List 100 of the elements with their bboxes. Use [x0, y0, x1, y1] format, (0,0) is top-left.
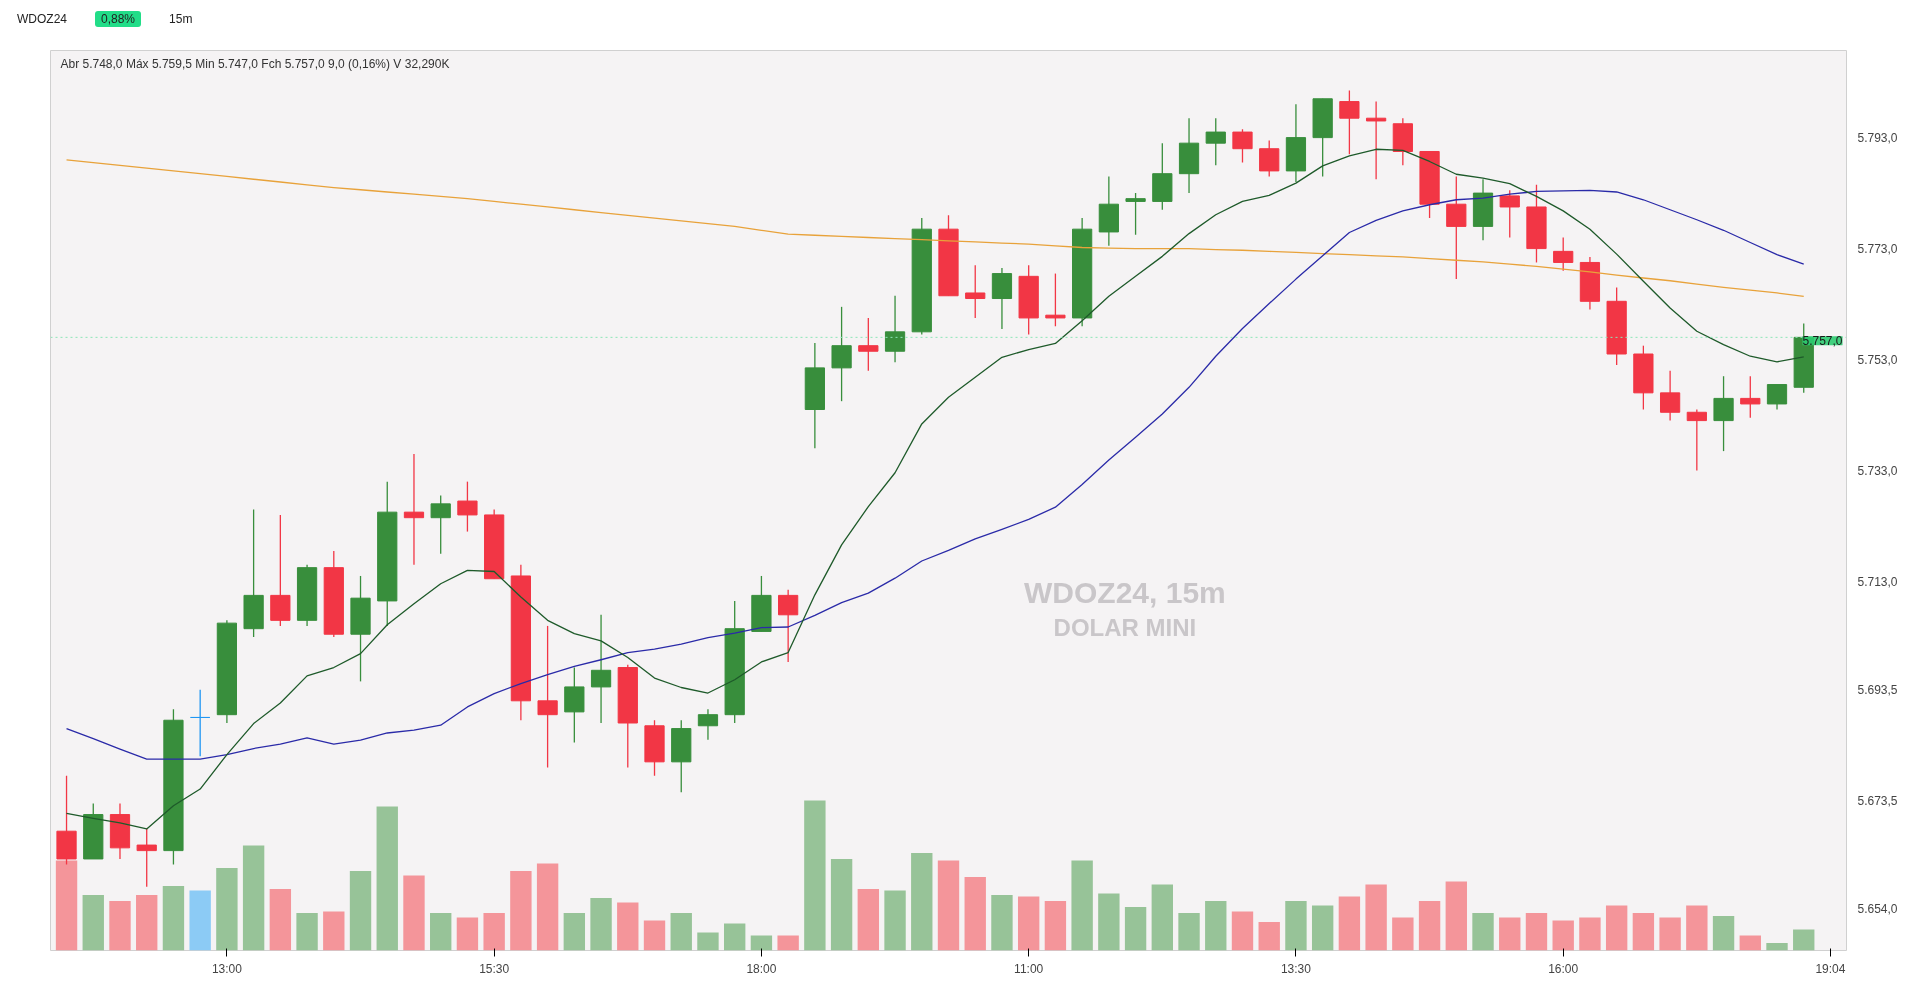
- bar: [376, 806, 398, 951]
- bar: [189, 890, 211, 951]
- candlestick: [1553, 236, 1574, 272]
- candlestick: [1686, 408, 1707, 472]
- bar: [109, 901, 131, 951]
- candlestick: [1713, 375, 1734, 452]
- bar: [670, 913, 692, 951]
- candlestick: [1446, 175, 1467, 280]
- bar: [456, 917, 479, 951]
- candlestick: [1766, 383, 1788, 411]
- candlestick: [136, 827, 157, 888]
- text: 15m: [169, 12, 193, 26]
- candlestick: [190, 689, 211, 757]
- candlestick: [965, 264, 986, 319]
- bar: [1044, 901, 1067, 951]
- bar: [403, 875, 425, 951]
- bar: [1579, 917, 1601, 951]
- bar: [296, 913, 318, 951]
- bar: [483, 913, 505, 951]
- candlestick: [1205, 117, 1226, 167]
- bar: [617, 902, 639, 951]
- bar: [1445, 881, 1467, 951]
- x-tick-label: 13:00: [211, 961, 243, 976]
- line-series: [65, 159, 1805, 297]
- bar: [777, 935, 799, 951]
- y-tick-label: 5.773,0: [1857, 242, 1898, 257]
- text: WDOZ24: [17, 12, 68, 26]
- bar: [697, 932, 719, 951]
- candlestick: [403, 453, 425, 566]
- y-tick-label: 5.793,0: [1857, 131, 1898, 146]
- bar: [216, 868, 238, 951]
- bar: [1124, 907, 1147, 951]
- bar: [162, 886, 185, 951]
- candlestick: [1659, 370, 1681, 422]
- candlestick: [778, 589, 799, 663]
- bar: [1472, 913, 1494, 951]
- ref-line-label: 5.757,0: [1802, 334, 1843, 349]
- bar: [1739, 935, 1761, 951]
- bar: [857, 889, 880, 951]
- bar: [242, 845, 265, 951]
- x-tick-label: 18:00: [746, 961, 777, 976]
- bar: [536, 863, 559, 951]
- candlestick: [1339, 89, 1360, 155]
- bar: [724, 923, 746, 951]
- candlestick: [590, 614, 612, 724]
- bar: [1712, 916, 1735, 951]
- candlestick: [1259, 139, 1280, 178]
- x-tick-label: 16:00: [1548, 961, 1579, 976]
- bar: [964, 877, 986, 951]
- bar: [1793, 929, 1815, 951]
- bar: [991, 895, 1013, 951]
- bar: [1525, 913, 1548, 951]
- x-tick-label: 11:00: [1014, 961, 1044, 976]
- bar: [1285, 901, 1307, 951]
- bar: [1017, 896, 1040, 951]
- candlestick: [858, 317, 879, 372]
- bar: [1552, 920, 1574, 951]
- text: 0,88%: [95, 11, 142, 27]
- y-tick-label: 5.654,0: [1857, 902, 1898, 917]
- bar: [1365, 884, 1387, 951]
- x-tick-label: 13:30: [1280, 961, 1312, 976]
- bar: [1659, 917, 1681, 951]
- bar: [430, 913, 452, 951]
- candlestick: [1499, 189, 1520, 239]
- candlestick: [1740, 375, 1761, 419]
- candlestick: [697, 708, 719, 741]
- bar: [1338, 896, 1361, 951]
- candlestick: [1125, 192, 1146, 236]
- bar: [1632, 913, 1655, 951]
- annotation: Abr 5.748,0 Máx 5.759,5 Min 5.747,0 Fch 5.757,0 9,0 (0,16%) V 32,290K: [60, 56, 450, 71]
- bar: [1258, 922, 1280, 951]
- bar: [1151, 884, 1173, 951]
- bar: [884, 890, 906, 951]
- bar: [590, 898, 612, 951]
- candlestick: [1045, 272, 1066, 327]
- y-tick-label: 5.693,5: [1857, 683, 1898, 698]
- bar: [269, 889, 292, 951]
- y-tick-label: 5.673,5: [1857, 794, 1898, 809]
- bar: [804, 800, 826, 951]
- bar: [1766, 943, 1788, 951]
- y-tick-label: 5.753,0: [1857, 353, 1898, 368]
- bar: [1231, 911, 1254, 951]
- bar: [323, 911, 345, 951]
- candlestick: [457, 480, 478, 533]
- y-tick-label: 5.713,0: [1857, 575, 1898, 590]
- bar: [1098, 893, 1120, 951]
- bar: [1686, 905, 1708, 951]
- line-series: [65, 189, 1805, 760]
- candlestick: [831, 306, 852, 402]
- candlestick: [430, 494, 451, 555]
- y-tick-label: 5.733,0: [1857, 464, 1898, 479]
- bar: [911, 853, 933, 951]
- bar: [1205, 901, 1227, 951]
- candlestick: [537, 625, 558, 769]
- bar: [1178, 913, 1200, 951]
- bar: [563, 913, 586, 951]
- bar: [1392, 917, 1414, 951]
- bar: [937, 860, 960, 951]
- candlestick: [1366, 100, 1387, 180]
- bar: [1311, 905, 1334, 951]
